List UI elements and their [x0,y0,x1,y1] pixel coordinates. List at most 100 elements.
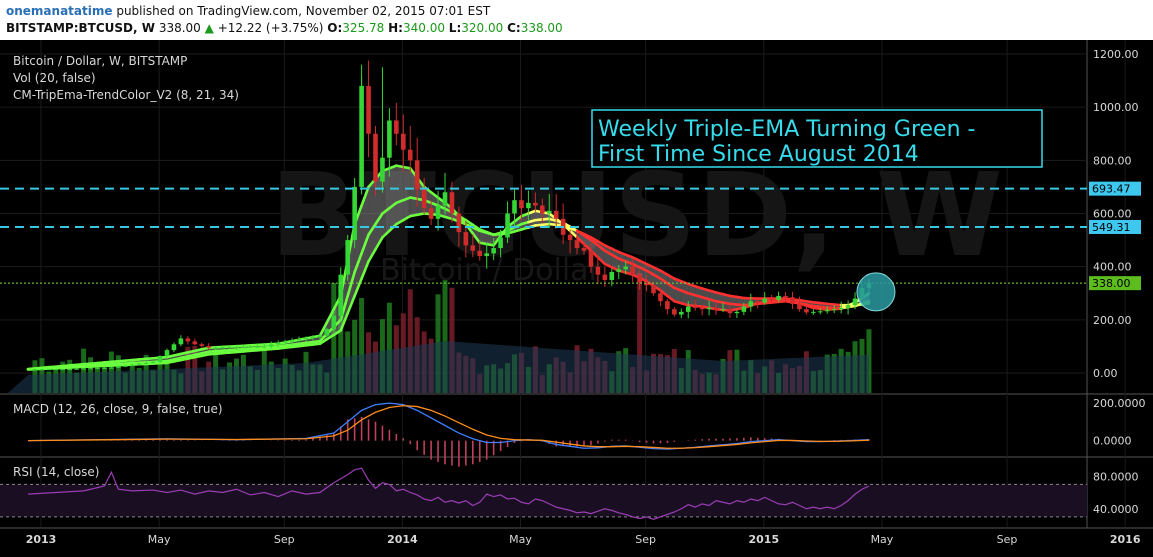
ema-ribbon-fill [361,186,369,279]
candle-body [338,274,344,316]
volume-bar [407,289,413,393]
candle-body [143,362,149,364]
candle-body [783,295,788,298]
ema-ribbon-fill [653,267,661,291]
candle-body [352,186,357,241]
ema-ribbon-fill [486,232,494,246]
candle-body [637,274,642,283]
candle-body [727,309,733,314]
candle-body [67,369,72,371]
time-axis-label: 2014 [387,533,418,546]
price-axis-label: 400.00 [1093,261,1132,274]
ema-segment [464,218,475,227]
ema-segment [318,338,329,346]
candle-body [394,120,399,134]
ema-segment [568,229,579,239]
ema-ribbon-fill [382,168,390,238]
candle-body [428,208,434,219]
ema-ribbon-fill [667,274,675,302]
time-axis-label: May [871,533,894,546]
candle-body [282,341,288,343]
volume-bar [386,302,392,393]
ema-segment [325,333,336,341]
ema-segment [325,307,336,324]
candle-body [776,295,781,300]
ema-ribbon-fill [375,170,383,250]
chart-area[interactable]: BTCUSD, W Bitcoin / Dollar 693.47 549.31 338… [0,40,1153,557]
candle-body [574,240,580,249]
time-axis-label: May [148,533,171,546]
last-price-label: 338.00 [1092,277,1131,290]
ema-ribbon-fill [521,213,529,230]
ema-ribbon-fill [535,210,543,226]
candle-body [463,232,469,246]
candle-body [255,346,260,348]
candle-body [824,309,830,312]
ema-segment [645,279,655,288]
candle-body [53,369,59,371]
candle-body [32,369,38,371]
high-value: 340.00 [402,21,445,35]
candle-body [769,298,774,300]
ema-ribbon-fill [389,165,397,231]
ema-segment [513,214,523,223]
ema-segment [582,242,593,253]
ema-segment [471,223,482,231]
last-price: 338.00 [158,21,201,35]
candle-body [289,340,295,342]
volume-indicator-title: Vol (20, false) [13,71,96,85]
ema-segment [666,294,676,303]
price-axis-label: 600.00 [1093,208,1132,221]
ema-segment [346,270,356,298]
ema-segment [332,329,343,337]
volume-bar [338,286,344,393]
candle-body [665,301,670,310]
candle-body [262,346,267,348]
candle-body [414,160,420,190]
ema-ribbon-fill [368,178,376,262]
author-link[interactable]: onemanatatime [6,4,113,18]
annotation-text: First Time Since August 2014 [598,142,919,167]
ema-ribbon-fill [403,166,411,221]
annotation-box [591,109,1043,168]
ema-segment [381,229,391,239]
ema-segment [374,212,384,226]
volume-bar [81,348,87,393]
volume-bar [331,283,337,393]
candle-body [706,307,712,310]
published-text: published on TradingView.com, November 0… [116,4,491,18]
level-price-label: 693.47 [1092,183,1131,196]
macd-histogram [34,416,870,467]
time-axis-label: Sep [274,533,295,546]
candle-body [157,355,163,362]
candle-body [658,293,663,302]
candle-body [435,205,441,219]
ema-segment [401,214,412,222]
candle-body [268,344,274,347]
ema-segment [610,253,621,260]
candle-body [129,364,135,366]
symbol-label: BITSTAMP:BTCUSD, W [6,21,155,35]
candle-body [241,346,246,348]
candle-body [546,210,552,214]
ema-ribbon-fill [396,165,404,225]
candle-body [755,301,761,303]
candle-body [505,213,510,238]
ema-ribbon-fill [660,270,668,296]
candle-body [831,309,837,311]
ema-segment [589,238,600,247]
ema-segment [652,273,662,280]
candle-body [331,315,337,330]
candle-body [797,303,802,310]
ema-segment [575,236,586,246]
candle-body [88,368,93,370]
candle-body [102,367,107,369]
ema-segment [360,233,370,255]
volume-bar [442,280,448,393]
candle-body [672,309,677,315]
macd-line [27,402,869,450]
candle-body [60,369,66,371]
ema-segment [388,201,398,210]
candle-body [387,120,392,158]
